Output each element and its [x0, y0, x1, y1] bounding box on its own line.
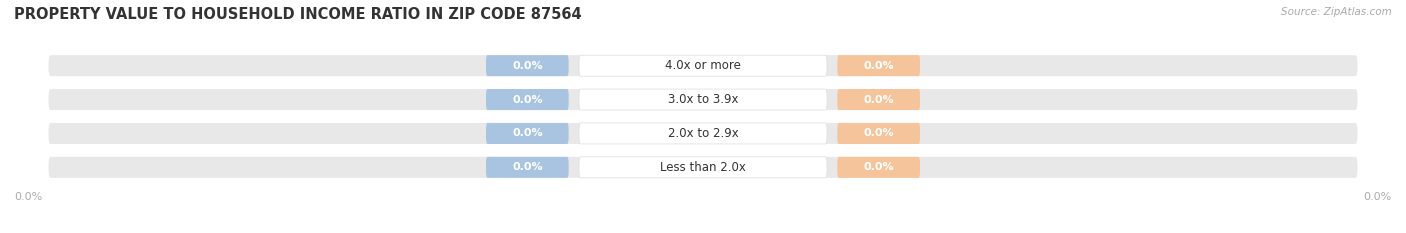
FancyBboxPatch shape [838, 55, 920, 76]
FancyBboxPatch shape [48, 89, 1358, 110]
FancyBboxPatch shape [838, 123, 920, 144]
Text: 2.0x to 2.9x: 2.0x to 2.9x [668, 127, 738, 140]
FancyBboxPatch shape [579, 157, 827, 178]
FancyBboxPatch shape [838, 89, 920, 110]
Text: 0.0%: 0.0% [512, 95, 543, 105]
FancyBboxPatch shape [486, 157, 568, 178]
FancyBboxPatch shape [838, 157, 920, 178]
Text: 0.0%: 0.0% [863, 128, 894, 138]
Text: 0.0%: 0.0% [512, 162, 543, 172]
FancyBboxPatch shape [486, 123, 568, 144]
FancyBboxPatch shape [48, 157, 1358, 178]
Text: Source: ZipAtlas.com: Source: ZipAtlas.com [1281, 7, 1392, 17]
Text: 0.0%: 0.0% [863, 61, 894, 71]
Text: 0.0%: 0.0% [863, 162, 894, 172]
FancyBboxPatch shape [579, 55, 827, 76]
Text: 0.0%: 0.0% [863, 95, 894, 105]
Text: 4.0x or more: 4.0x or more [665, 59, 741, 72]
Text: 0.0%: 0.0% [512, 128, 543, 138]
FancyBboxPatch shape [486, 55, 568, 76]
Text: 0.0%: 0.0% [512, 61, 543, 71]
FancyBboxPatch shape [579, 123, 827, 144]
FancyBboxPatch shape [48, 55, 1358, 76]
Text: 0.0%: 0.0% [1364, 192, 1392, 202]
Text: 0.0%: 0.0% [14, 192, 42, 202]
FancyBboxPatch shape [48, 123, 1358, 144]
FancyBboxPatch shape [486, 89, 568, 110]
Text: 3.0x to 3.9x: 3.0x to 3.9x [668, 93, 738, 106]
Text: PROPERTY VALUE TO HOUSEHOLD INCOME RATIO IN ZIP CODE 87564: PROPERTY VALUE TO HOUSEHOLD INCOME RATIO… [14, 7, 582, 22]
Text: Less than 2.0x: Less than 2.0x [659, 161, 747, 174]
FancyBboxPatch shape [579, 89, 827, 110]
